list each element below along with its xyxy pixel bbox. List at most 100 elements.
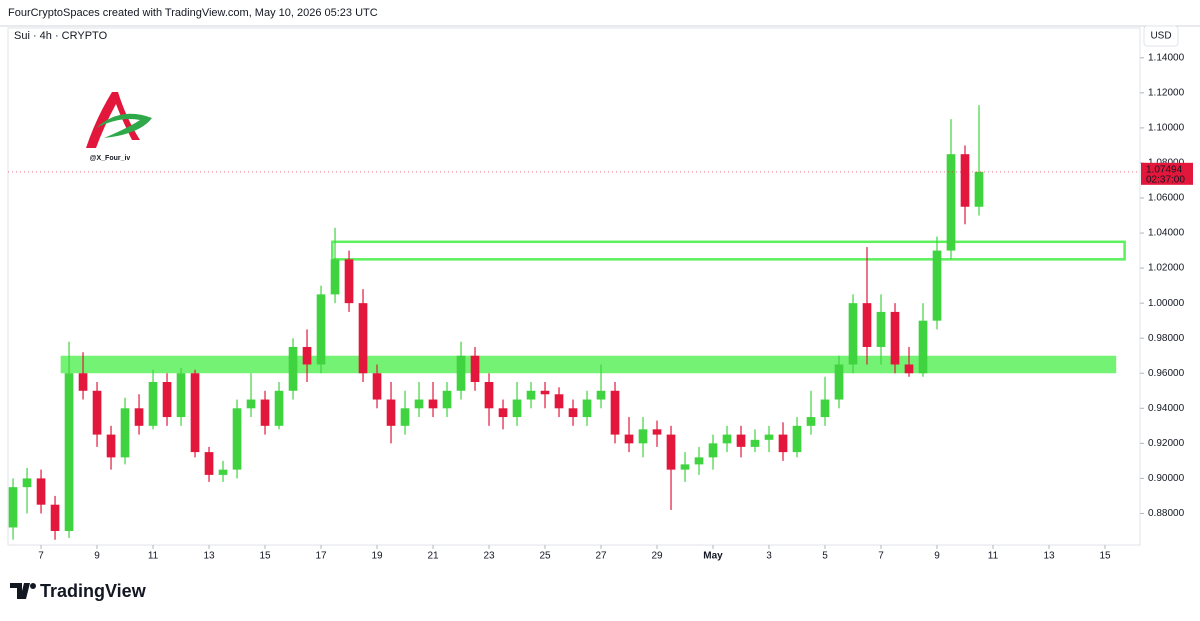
candle-body (820, 399, 830, 418)
x-tick-label: 13 (1043, 551, 1055, 562)
x-tick-label: May (703, 551, 723, 562)
candle-body (50, 504, 60, 531)
x-tick-label: 29 (651, 551, 663, 562)
brand-name: TradingView (40, 581, 147, 601)
candle-body (8, 487, 18, 528)
candle-body (806, 417, 816, 426)
brand-icon (10, 583, 30, 599)
x-tick-label: 27 (595, 551, 607, 562)
candle-body (750, 439, 760, 447)
y-tick-label: 0.94000 (1148, 403, 1185, 414)
x-tick-label: 15 (259, 551, 271, 562)
candle-body (372, 373, 382, 400)
candle-body (302, 346, 312, 365)
candle-body (652, 429, 662, 435)
candle-body (260, 399, 270, 426)
candle-body (554, 394, 564, 409)
candle-body (890, 311, 900, 365)
candle-body (344, 259, 354, 304)
candle-body (176, 373, 186, 418)
x-tick-label: 5 (822, 551, 828, 562)
candle-body (36, 478, 46, 505)
logo-a (86, 92, 140, 148)
x-tick-label: 13 (203, 551, 215, 562)
candle-body (148, 382, 158, 426)
candle-body (666, 434, 676, 470)
candle-body (974, 171, 984, 207)
x-tick-label: 23 (483, 551, 495, 562)
currency: USD (1150, 31, 1171, 42)
candle-body (92, 390, 102, 435)
candle-body (960, 154, 970, 207)
zone-filled (60, 355, 1117, 374)
candle-body (848, 303, 858, 365)
candle-body (218, 469, 228, 475)
y-tick-label: 0.88000 (1148, 508, 1185, 519)
candle-body (400, 408, 410, 426)
zone-outline (330, 240, 1126, 261)
y-tick-label: 1.00000 (1148, 298, 1185, 309)
candle-body (456, 355, 466, 391)
candle-body (204, 452, 214, 475)
candle-body (722, 434, 732, 444)
y-tick-label: 0.98000 (1148, 333, 1185, 344)
candle-body (694, 457, 704, 465)
y-tick-label: 0.92000 (1148, 438, 1185, 449)
logo-swoosh (96, 113, 152, 138)
candle-body (638, 429, 648, 444)
candle-body (778, 434, 788, 453)
candle-body (610, 390, 620, 435)
x-tick-label: 9 (934, 551, 940, 562)
candle-body (134, 408, 144, 426)
y-tick-label: 0.90000 (1148, 473, 1185, 484)
candle-body (428, 399, 438, 409)
candle-body (582, 399, 592, 418)
x-tick-label: 7 (878, 551, 884, 562)
candle-body (792, 425, 802, 453)
handle: @X_Four_iv (90, 155, 131, 162)
candle-body (512, 399, 522, 418)
candle-body (288, 346, 298, 391)
y-tick-label: 1.04000 (1148, 228, 1185, 239)
candle-body (414, 399, 424, 409)
x-tick-label: 11 (988, 551, 999, 562)
y-tick-label: 1.02000 (1148, 263, 1185, 274)
candle-body (120, 408, 130, 458)
candle-body (358, 303, 368, 374)
candle-body (904, 364, 914, 374)
candle-body (736, 434, 746, 447)
candle-body (498, 408, 508, 418)
x-tick-label: 3 (766, 551, 772, 562)
candle-body (316, 294, 326, 365)
candle-body (834, 364, 844, 400)
candle-body (64, 373, 74, 531)
footer-brand: TradingView (10, 581, 147, 601)
candle-body (568, 408, 578, 418)
candle-body (442, 390, 452, 409)
candle-body (232, 408, 242, 470)
y-tick-label: 1.10000 (1148, 123, 1185, 134)
x-tick-label: 19 (371, 551, 383, 562)
currency-box (1143, 25, 1179, 47)
x-tick-label: 25 (539, 551, 551, 562)
candles (8, 105, 984, 540)
candle-body (918, 320, 928, 374)
candle-body (78, 373, 88, 391)
last-price: 1.07494 (1146, 164, 1183, 175)
y-tick-label: 1.12000 (1148, 87, 1185, 98)
candle-body (764, 434, 774, 440)
x-tick-label: 21 (427, 551, 439, 562)
x-tick-label: 11 (148, 551, 159, 562)
last-price-box (1141, 162, 1193, 185)
x-tick-label: 7 (38, 551, 44, 562)
candle-body (484, 382, 494, 409)
candle-body (386, 399, 396, 426)
candle-body (162, 382, 172, 418)
candle-body (946, 154, 956, 251)
candle-body (274, 390, 284, 426)
x-tick-label: 17 (315, 551, 327, 562)
candle-body (596, 390, 606, 400)
